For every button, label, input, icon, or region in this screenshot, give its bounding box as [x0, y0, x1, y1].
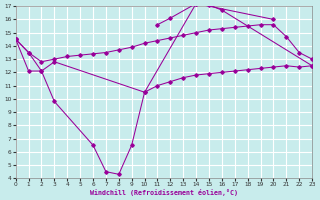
X-axis label: Windchill (Refroidissement éolien,°C): Windchill (Refroidissement éolien,°C) — [90, 189, 238, 196]
